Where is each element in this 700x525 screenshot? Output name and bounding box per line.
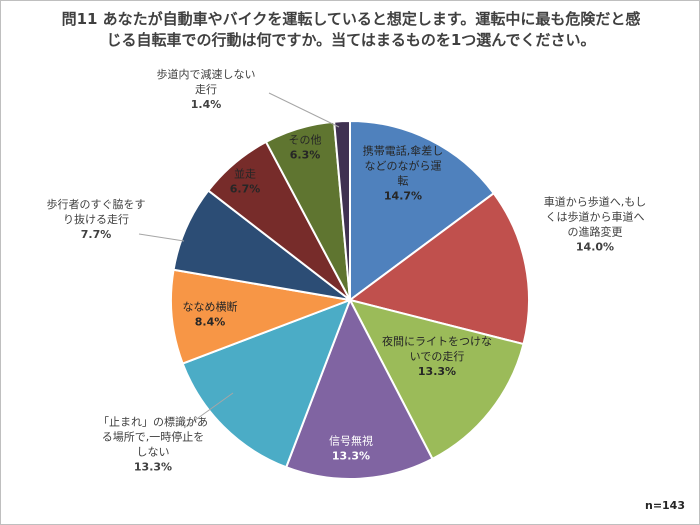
pie-slice xyxy=(349,299,525,460)
slice-category-label: などのながら運 xyxy=(365,159,442,173)
slice-category-label: 車道から歩道へ,もし xyxy=(544,195,647,209)
slice-value-label: 14.0% xyxy=(576,241,614,254)
slice-category-label: り抜ける走行 xyxy=(63,212,129,226)
slice-category-label: 「止まれ」の標識があ xyxy=(98,415,208,429)
slice-label: 携帯電話,傘差しなどのながら運転 14.7% xyxy=(363,144,444,203)
slice-category-label: しない xyxy=(137,446,170,459)
slice-label: 歩行者のすぐ脇をすり抜ける走行 7.7% xyxy=(47,197,146,241)
slice-category-label: の進路変更 xyxy=(568,225,623,239)
slice-category-label: 並走 xyxy=(234,167,256,181)
pie-slices xyxy=(170,119,530,481)
pie-slice xyxy=(349,192,530,346)
slice-label: 信号無視 13.3% xyxy=(329,434,373,463)
slice-category-label: 信号無視 xyxy=(329,434,373,448)
leader-line xyxy=(138,233,185,242)
slice-category-label: 夜間にライトをつけな xyxy=(382,334,492,348)
slice-value-label: 8.4% xyxy=(195,316,226,329)
slice-category-label: 歩行者のすぐ脇をす xyxy=(47,197,146,211)
chart-title: 問11 あなたが自動車やバイクを運転していると想定します。運転中に最も危険だと感… xyxy=(61,10,641,49)
pie-slice xyxy=(285,299,434,481)
slice-category-label: 転 xyxy=(398,175,409,188)
slice-labels: 携帯電話,傘差しなどのながら運転 14.7% 車道から歩道へ,もしくは歩道から車道へ… xyxy=(47,67,647,474)
slice-category-label: いでの走行 xyxy=(410,350,465,363)
slice-label: 夜間にライトをつけないでの走行 13.3% xyxy=(382,334,492,378)
slice-category-label: る場所で,一時停止を xyxy=(102,430,205,444)
slice-label: 歩道内で減速しない走行 1.4% xyxy=(157,67,256,111)
slice-value-label: 7.7% xyxy=(81,228,112,241)
slice-category-label: その他 xyxy=(289,134,322,147)
sample-size-label: n=143 xyxy=(644,499,685,512)
leader-lines xyxy=(138,92,340,429)
slice-category-label: 走行 xyxy=(195,83,217,96)
slice-value-label: 6.7% xyxy=(230,183,261,196)
slice-category-label: 歩道内で減速しない xyxy=(157,67,256,81)
slice-category-label: ななめ横断 xyxy=(183,300,238,314)
slice-label: ななめ横断 8.4% xyxy=(183,300,238,329)
pie-slice xyxy=(333,119,351,301)
pie-slice xyxy=(349,120,495,301)
slice-value-label: 13.3% xyxy=(418,365,456,378)
leader-line xyxy=(268,92,340,128)
slice-label: 並走 6.7% xyxy=(230,167,261,196)
slice-value-label: 1.4% xyxy=(191,98,222,111)
leader-line xyxy=(183,392,234,429)
slice-label: 「止まれ」の標識がある場所で,一時停止をしない 13.3% xyxy=(98,415,208,474)
slice-value-label: 13.3% xyxy=(134,461,172,474)
slice-category-label: くは歩道から車道へ xyxy=(546,210,645,224)
slice-label: 車道から歩道へ,もしくは歩道から車道への進路変更 14.0% xyxy=(544,195,647,254)
pie-slice xyxy=(181,299,351,469)
slice-value-label: 6.3% xyxy=(290,149,321,162)
slice-label: その他 6.3% xyxy=(289,134,322,162)
slice-category-label: 携帯電話,傘差し xyxy=(363,144,444,158)
slice-value-label: 13.3% xyxy=(332,450,370,463)
slice-value-label: 14.7% xyxy=(384,190,422,203)
